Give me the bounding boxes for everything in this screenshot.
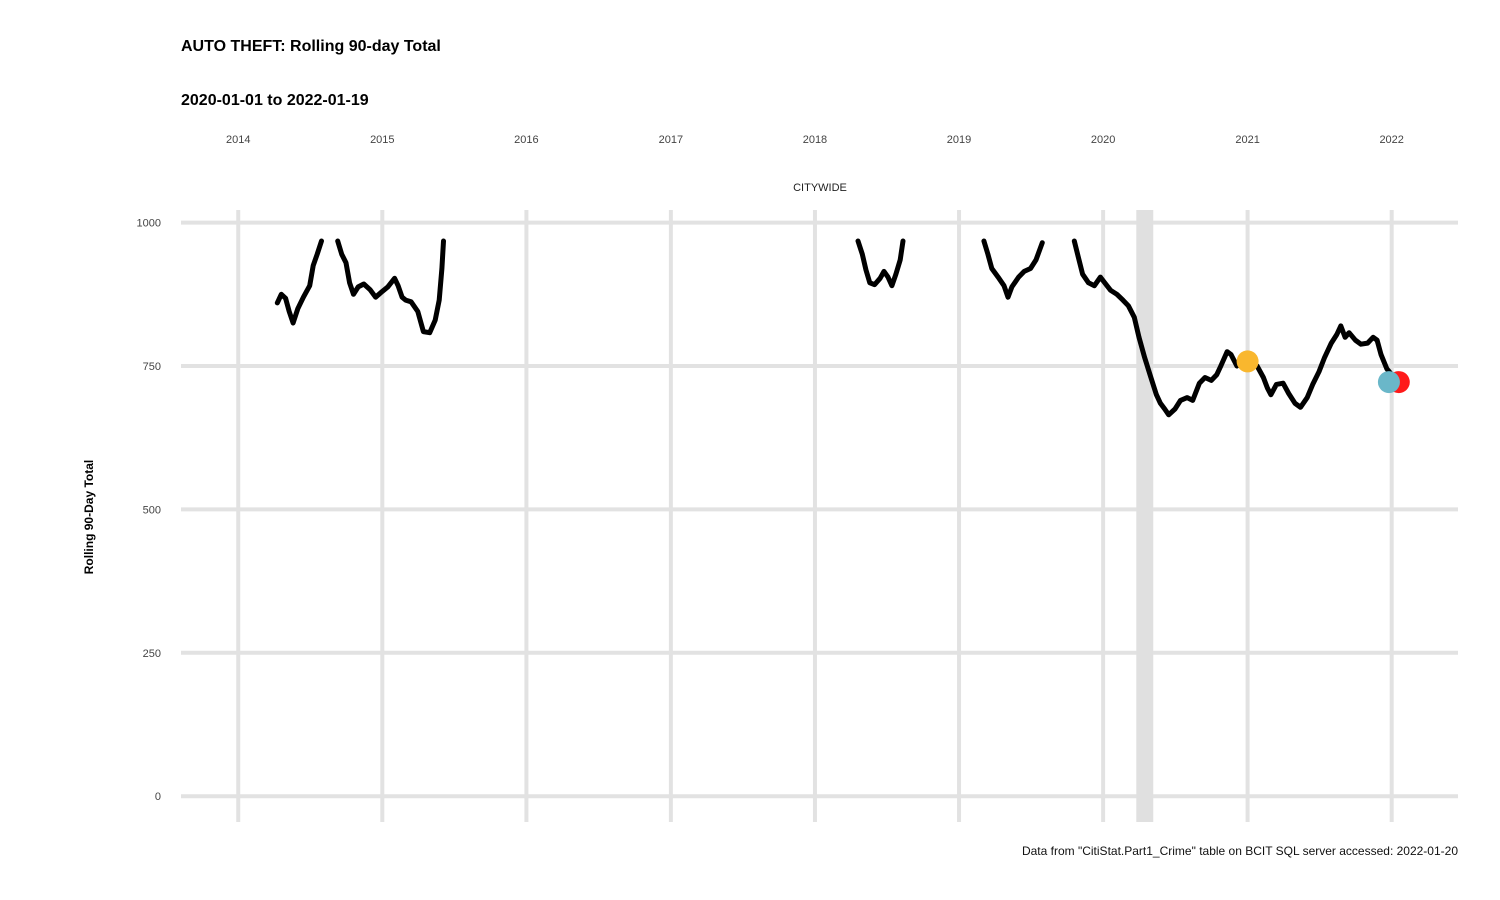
series-line-segment-2 — [335, 238, 446, 336]
x-axis-ticks: 2014 2015 2016 2017 2018 2019 2020 2021 2022 — [226, 134, 1404, 146]
shaded-period — [1136, 210, 1154, 822]
x-tick-label-2016: 2016 — [514, 134, 538, 146]
x-tick-label-2019: 2019 — [947, 134, 971, 146]
facet-label: CITYWIDE — [793, 182, 847, 194]
x-tick-label-2021: 2021 — [1235, 134, 1259, 146]
shaded-period-rect — [1136, 210, 1154, 822]
chart-title: AUTO THEFT: Rolling 90-day Total — [181, 38, 441, 55]
y-tick-label-1000: 1000 — [137, 218, 161, 230]
y-tick-label-500: 500 — [143, 504, 161, 516]
y-tick-label-750: 750 — [143, 361, 161, 373]
chart-caption: Data from "CitiStat.Part1_Crime" table o… — [1021, 844, 1458, 858]
x-tick-label-2017: 2017 — [659, 134, 683, 146]
series-line-segment-4 — [981, 238, 1045, 300]
series-line-segment-3 — [855, 238, 906, 289]
series-line-segment-5 — [1071, 238, 1402, 418]
x-tick-label-2022: 2022 — [1379, 134, 1403, 146]
highlight-point-3 — [1377, 371, 1400, 394]
highlight-points — [1236, 350, 1410, 394]
x-tick-label-2020: 2020 — [1091, 134, 1115, 146]
y-axis-label: Rolling 90-Day Total — [82, 460, 96, 574]
series-line-segment-1 — [274, 238, 324, 326]
grid-lines — [181, 210, 1458, 822]
y-tick-label-0: 0 — [155, 791, 161, 803]
series-lines — [274, 238, 1402, 418]
chart-subtitle: 2020-01-01 to 2022-01-19 — [181, 92, 369, 109]
x-tick-label-2015: 2015 — [370, 134, 394, 146]
x-tick-label-2018: 2018 — [803, 134, 827, 146]
x-tick-label-2014: 2014 — [226, 134, 250, 146]
y-tick-label-250: 250 — [143, 648, 161, 660]
highlight-point-1 — [1236, 350, 1259, 373]
y-axis-ticks: 0 250 500 750 1000 — [137, 218, 161, 804]
